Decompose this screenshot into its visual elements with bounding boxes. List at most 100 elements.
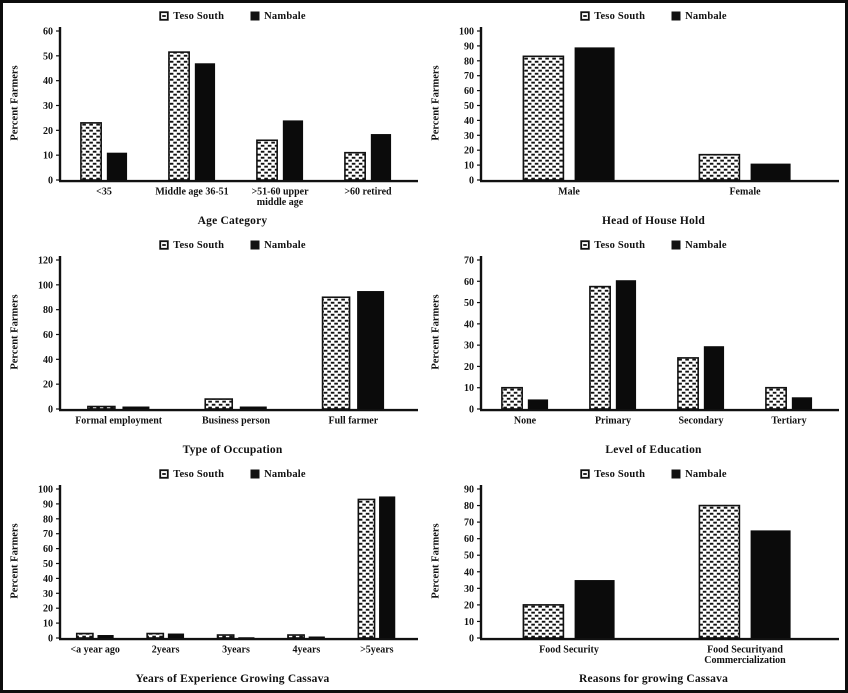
y-tick-label: 50	[464, 101, 474, 112]
plot-body: Percent Farmers 0 10 20 30 40 50 60 70 80 90 Food …	[428, 482, 841, 672]
bar-teso-south	[698, 153, 741, 181]
y-tick-label: 60	[43, 27, 53, 38]
y-tick-label: 0	[48, 634, 53, 645]
chart-legend: Teso South Nambale	[466, 466, 841, 482]
bar-teso-south	[501, 386, 523, 410]
bar-teso-south	[522, 55, 565, 181]
bar-teso-south	[321, 296, 351, 410]
y-tick-label: 80	[464, 56, 474, 67]
bar-teso-south	[256, 139, 278, 181]
x-axis-title: Type of Occupation	[182, 444, 283, 456]
bar-nambale	[106, 152, 128, 180]
y-tick-label: 10	[43, 151, 53, 162]
x-category-label: Tertiary	[771, 416, 806, 427]
x-category-label: <35	[96, 187, 112, 198]
x-category-label: >5years	[360, 645, 394, 656]
legend-label: Teso South	[173, 239, 225, 251]
y-tick-label: 100	[38, 280, 53, 291]
bar-teso-south	[80, 122, 102, 181]
chart-years-of-experience: Teso South Nambale Percent Farmers 0 10 20…	[3, 461, 424, 690]
y-tick-label: 40	[464, 567, 474, 578]
legend-item-nambale: Nambale	[250, 469, 306, 480]
y-tick-label: 0	[469, 405, 474, 416]
plot-body: Percent Farmers 0 20 40 60 80 100 120 Formal em…	[7, 253, 420, 443]
bar-teso-south	[677, 357, 699, 410]
y-tick-label: 50	[464, 551, 474, 562]
plot-body: Percent Farmers 0 10 20 30 40 50 60 70 None Prima…	[428, 253, 841, 443]
x-category-label: Full farmer	[328, 416, 378, 427]
bar-teso-south	[589, 285, 611, 410]
bar-nambale	[615, 280, 637, 409]
y-tick-label: 10	[464, 383, 474, 394]
legend-label: Nambale	[685, 468, 727, 480]
legend-label: Teso South	[173, 468, 225, 480]
y-tick-label: 10	[464, 617, 474, 628]
y-tick-label: 20	[464, 146, 474, 157]
teso-south-swatch-icon	[159, 469, 169, 479]
y-tick-label: 20	[464, 600, 474, 611]
teso-south-swatch-icon	[580, 240, 590, 250]
y-tick-label: 70	[464, 71, 474, 82]
x-category-label: None	[514, 416, 537, 427]
x-axis-title: Reasons for growing Cassava	[578, 673, 729, 685]
bar-teso-south	[216, 634, 235, 639]
bar-teso-south	[75, 632, 94, 639]
chart-legend: Teso South Nambale	[45, 8, 420, 24]
bar-nambale	[750, 530, 791, 638]
legend-label: Nambale	[264, 468, 306, 480]
legend-item-nambale: Nambale	[250, 11, 306, 22]
bar-nambale	[122, 406, 150, 409]
bar-nambale	[379, 496, 396, 638]
y-tick-label: 80	[464, 501, 474, 512]
bar-teso-south	[698, 504, 741, 639]
y-tick-label: 40	[43, 574, 53, 585]
x-axis-title: Level of Education	[605, 444, 702, 456]
chart-legend: Teso South Nambale	[466, 237, 841, 253]
x-category-label: 3years	[222, 645, 250, 656]
bar-nambale	[574, 580, 615, 638]
teso-south-swatch-icon	[580, 469, 590, 479]
plot-body: Percent Farmers 0 10 20 30 40 50 60 70 80 90 100 <a…	[7, 482, 420, 672]
x-category-label: <a year ago	[70, 645, 119, 656]
legend-item-nambale: Nambale	[671, 11, 727, 22]
x-category-label: Secondary	[679, 416, 724, 427]
nambale-swatch-icon	[671, 469, 681, 479]
y-tick-label: 90	[43, 499, 53, 510]
y-axis-label: Percent Farmers	[9, 523, 20, 599]
chart-legend: Teso South Nambale	[45, 466, 420, 482]
y-tick-label: 50	[43, 51, 53, 62]
bar-nambale	[357, 291, 385, 409]
nambale-swatch-icon	[250, 240, 260, 250]
plot-body: Percent Farmers 0 10 20 30 40 50 60 <35 Middle a…	[7, 24, 420, 214]
x-category-label: 2years	[152, 645, 180, 656]
y-tick-label: 10	[43, 619, 53, 630]
plot-area: 0 10 20 30 40 50 60 <35 Middle age 36-51 >51-60 u…	[43, 27, 418, 209]
y-tick-label: 50	[464, 298, 474, 309]
y-tick-label: 70	[43, 529, 53, 540]
bar-nambale	[282, 120, 304, 180]
bar-teso-south	[522, 604, 565, 639]
bar-teso-south	[87, 405, 116, 410]
bar-teso-south	[168, 51, 190, 181]
x-category-label: Food Securityand Commercialization	[704, 645, 786, 667]
nambale-swatch-icon	[250, 469, 260, 479]
y-tick-label: 20	[43, 126, 53, 137]
bar-nambale	[167, 633, 185, 638]
y-tick-label: 100	[38, 485, 53, 496]
plot-area: 0 10 20 30 40 50 60 70 80 90 100 <a year ago 2years 3…	[38, 485, 418, 656]
bar-nambale	[527, 399, 549, 409]
legend-item-teso-south: Teso South	[159, 240, 224, 251]
chart-legend: Teso South Nambale	[466, 8, 841, 24]
legend-label: Nambale	[264, 239, 306, 251]
x-category-label: Primary	[595, 416, 631, 427]
x-axis-title: Years of Experience Growing Cassava	[135, 673, 330, 685]
legend-item-teso-south: Teso South	[159, 11, 224, 22]
y-axis-label: Percent Farmers	[9, 294, 20, 370]
legend-item-nambale: Nambale	[671, 240, 727, 251]
bar-teso-south	[146, 632, 165, 639]
x-category-label: >51-60 upper middle age	[251, 187, 309, 209]
y-tick-label: 0	[48, 176, 53, 187]
y-tick-label: 0	[48, 405, 53, 416]
y-axis-label: Percent Farmers	[430, 65, 441, 141]
